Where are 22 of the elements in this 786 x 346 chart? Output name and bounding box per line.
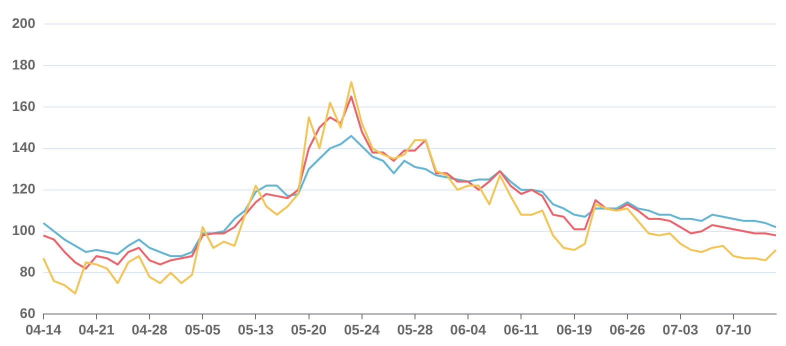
y-tick-label: 120 bbox=[12, 180, 36, 197]
x-tick-label: 05-28 bbox=[397, 321, 434, 338]
x-tick-label: 05-20 bbox=[290, 321, 327, 338]
x-tick-label: 06-26 bbox=[609, 321, 646, 338]
y-tick-label: 140 bbox=[12, 139, 36, 156]
x-tick-label: 05-05 bbox=[184, 321, 221, 338]
x-tick-label: 05-13 bbox=[238, 321, 274, 338]
y-tick-label: 160 bbox=[12, 98, 36, 114]
y-tick-label: 180 bbox=[12, 56, 36, 72]
x-tick-label: 04-28 bbox=[132, 321, 168, 338]
y-tick-label: 80 bbox=[20, 264, 36, 280]
y-tick-label: 100 bbox=[12, 222, 36, 238]
x-tick-label: 04-21 bbox=[78, 321, 115, 338]
x-tick-label: 05-24 bbox=[344, 321, 380, 338]
y-tick-label: 200 bbox=[12, 14, 36, 31]
x-tick-label: 07-10 bbox=[716, 321, 752, 338]
x-tick-label: 04-14 bbox=[25, 321, 62, 338]
y-tick-label: 60 bbox=[20, 305, 36, 322]
x-tick-label: 06-04 bbox=[450, 321, 486, 338]
x-tick-label: 07-03 bbox=[662, 321, 699, 338]
x-tick-label: 06-11 bbox=[504, 321, 539, 338]
x-tick-label: 06-19 bbox=[556, 321, 592, 338]
